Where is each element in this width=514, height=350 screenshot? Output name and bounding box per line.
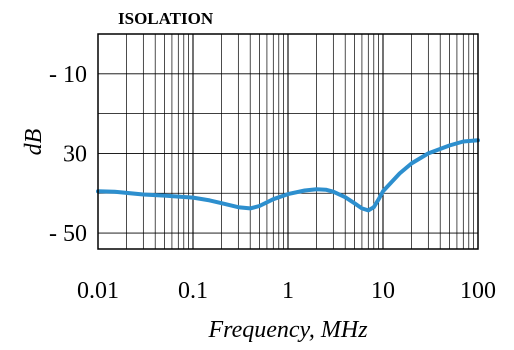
y-tick-label: - 50 xyxy=(49,221,87,247)
y-tick-label: - 10 xyxy=(49,62,87,88)
x-tick-label: 0.1 xyxy=(178,278,208,304)
y-tick-label: 30 xyxy=(63,141,87,167)
grid xyxy=(98,34,478,249)
x-tick-label: 10 xyxy=(371,278,395,304)
isolation-curve xyxy=(96,138,480,213)
x-axis-label: Frequency, MHz xyxy=(207,317,368,343)
x-tick-label: 0.01 xyxy=(77,278,119,304)
x-tick-labels: 0.01 0.1 1 10 100 xyxy=(77,278,496,304)
x-tick-label: 1 xyxy=(282,278,294,304)
y-axis-label: dB xyxy=(21,128,47,155)
plot-area xyxy=(96,138,480,213)
x-tick-label: 100 xyxy=(460,278,496,304)
chart-title: ISOLATION xyxy=(118,9,214,28)
y-tick-labels: - 10 30 - 50 xyxy=(49,62,87,247)
plot-frame xyxy=(97,33,479,250)
